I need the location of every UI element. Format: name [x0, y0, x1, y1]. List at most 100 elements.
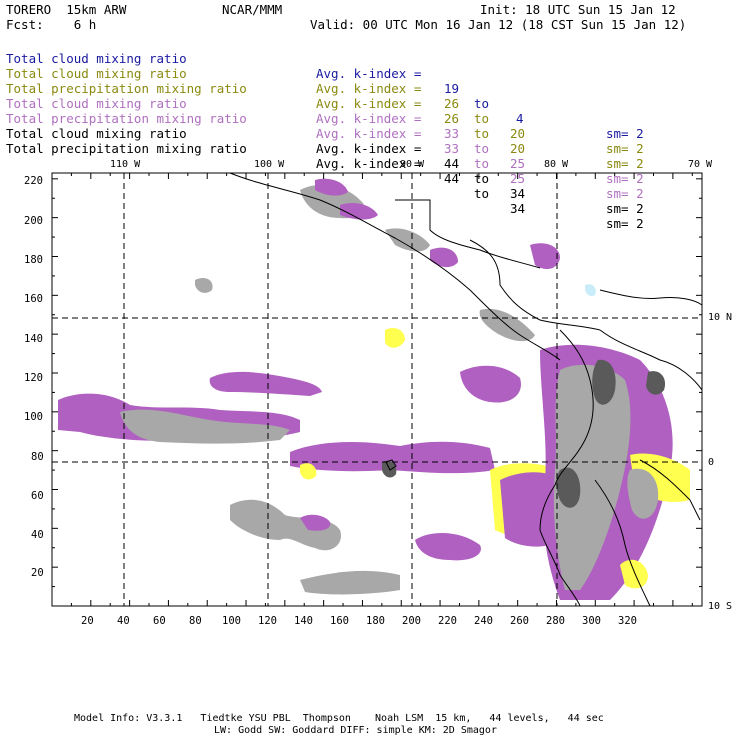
legend-row: Total precipitation mixing ratio Avg. k-…	[6, 126, 644, 231]
legend-smooth: sm= 2	[606, 141, 644, 156]
legend-from: 26	[444, 96, 460, 111]
legend-to: to	[474, 186, 490, 201]
legend-end: 20	[510, 126, 526, 141]
cloud-small-gray	[195, 278, 213, 293]
legend-from: 33	[444, 141, 460, 156]
legend-from: 44	[444, 171, 460, 186]
lon-label-70w: 70 W	[688, 159, 713, 170]
legend-row: Total precipitation mixing ratio Avg. k-…	[6, 66, 644, 171]
cloud-band-west-gray	[120, 409, 290, 444]
lon-label-80w: 80 W	[544, 159, 569, 170]
cloud-centam-purple	[315, 178, 348, 196]
legend-smooth: sm= 2	[606, 126, 644, 141]
lon-label-100w: 100 W	[254, 159, 285, 170]
cloud-andes-gray	[553, 364, 631, 590]
legend-to: to	[474, 96, 490, 111]
cloud-east-yellow-2	[620, 559, 648, 589]
legend-field-name: Total precipitation mixing ratio	[6, 81, 247, 96]
x-tick-label: 60	[153, 615, 166, 627]
legend-kindex: Avg. k-index =	[316, 96, 422, 111]
legend-field-name: Total cloud mixing ratio	[6, 51, 187, 66]
legend-row: Total cloud mixing ratio Avg. k-index = …	[6, 111, 644, 216]
cloud-caribbean-purple-2	[430, 247, 458, 268]
legend-smooth: sm= 2	[606, 156, 644, 171]
legend-from: 19	[444, 81, 460, 96]
legend-end: 20	[510, 141, 526, 156]
lat-label-10n: 10 N	[708, 312, 733, 323]
y-tick-label: 120	[24, 372, 43, 384]
legend-row: Total precipitation mixing ratio Avg. k-…	[6, 96, 644, 201]
coastlines	[229, 172, 703, 607]
x-tick-label: 80	[189, 615, 202, 627]
galapagos	[385, 459, 397, 471]
cloud-small-cyan	[585, 284, 596, 297]
legend-kindex: Avg. k-index =	[316, 126, 422, 141]
lat-label-10s: 10 S	[708, 601, 733, 612]
legend-kindex: Avg. k-index =	[316, 81, 422, 96]
x-tick-label: 280	[546, 615, 565, 627]
x-tick-label: 160	[330, 615, 349, 627]
cloud-fields	[58, 178, 690, 600]
x-tick-label: 260	[510, 615, 529, 627]
x-tick-label: 180	[366, 615, 385, 627]
x-tick-label: 100	[222, 615, 241, 627]
legend-smooth: sm= 2	[606, 186, 644, 201]
y-tick-label: 180	[24, 254, 43, 266]
coastline-ecuador	[539, 484, 581, 607]
legend-smooth: sm= 2	[606, 216, 644, 231]
legend-from: 33	[444, 126, 460, 141]
legend-to: to	[474, 171, 490, 186]
legend-end: 4	[516, 111, 524, 126]
border-andes	[594, 479, 651, 607]
legend-row: Total cloud mixing ratio Avg. k-index = …	[6, 51, 644, 156]
legend-field-name: Total precipitation mixing ratio	[6, 111, 247, 126]
y-tick-label: 80	[31, 451, 44, 463]
legend-end: 34	[510, 201, 526, 216]
cloud-cluster-south	[230, 499, 341, 551]
cloud-cluster-central	[415, 533, 481, 561]
legend-field-name: Total cloud mixing ratio	[6, 126, 187, 141]
cloud-east-gray	[627, 468, 659, 519]
y-tick-label: 20	[31, 567, 44, 579]
coastline-caribbean	[469, 239, 601, 331]
cloud-andes-dark	[592, 359, 616, 405]
cloud-andes-dark-2	[556, 467, 581, 508]
x-tick-label: 240	[474, 615, 493, 627]
legend-from: 26	[444, 111, 460, 126]
y-tick-label: 60	[31, 490, 44, 502]
legend-field-name: Total cloud mixing ratio	[6, 96, 187, 111]
latlon-grid	[52, 173, 702, 606]
x-tick-label: 200	[402, 615, 421, 627]
y-tick-label: 140	[24, 333, 43, 345]
x-tick-label: 220	[438, 615, 457, 627]
legend-field-name: Total cloud mixing ratio	[6, 66, 187, 81]
x-tick-label: 120	[258, 615, 277, 627]
cloud-centam-gray-2	[385, 228, 430, 252]
model-info: Model Info: V3.3.1 Tiedtke YSU PBL Thomp…	[74, 713, 604, 724]
coastline-mexico	[229, 172, 561, 361]
legend-smooth: sm= 2	[606, 201, 644, 216]
cloud-small-yellow-2	[300, 463, 317, 480]
forecast-hour: Fcst: 6 h	[6, 17, 97, 32]
legend-to: to	[474, 156, 490, 171]
legend-kindex: Avg. k-index =	[316, 66, 422, 81]
legend-end: 25	[510, 156, 526, 171]
legend-from: 44	[444, 156, 460, 171]
valid-time: Valid: 00 UTC Mon 16 Jan 12 (18 CST Sun …	[310, 17, 687, 32]
cloud-caribbean-purple	[530, 243, 560, 270]
y-tick-label: 40	[31, 529, 44, 541]
axis-ticks	[52, 173, 702, 606]
lon-label-110w: 110 W	[110, 159, 141, 170]
legend-kindex: Avg. k-index =	[316, 156, 422, 171]
legend-to: to	[474, 141, 490, 156]
x-tick-label: 320	[618, 615, 637, 627]
cloud-pacific-purple	[460, 365, 521, 403]
x-tick-label: 300	[582, 615, 601, 627]
legend-end: 34	[510, 186, 526, 201]
y-tick-label: 100	[24, 411, 43, 423]
legend-field-name: Total precipitation mixing ratio	[6, 141, 247, 156]
legend-smooth: sm= 2	[606, 171, 644, 186]
physics-info: LW: Godd SW: Goddard DIFF: simple KM: 2D…	[214, 725, 497, 736]
org-label: NCAR/MMM	[222, 2, 283, 17]
